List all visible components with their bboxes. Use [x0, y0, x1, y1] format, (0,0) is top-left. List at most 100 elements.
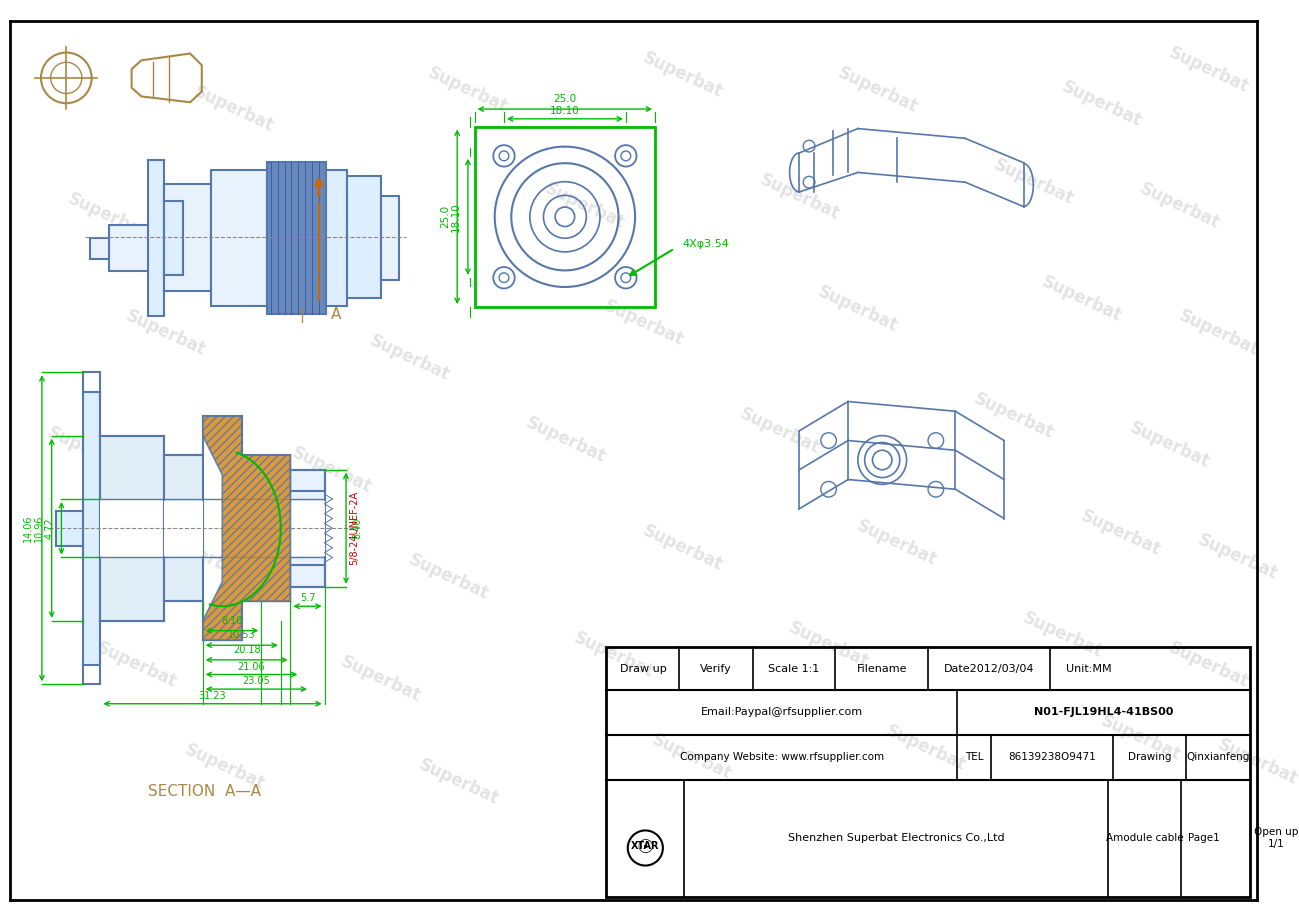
Text: Superbat: Superbat	[883, 721, 969, 774]
Bar	[109, 225, 148, 271]
Text: Superbat: Superbat	[45, 424, 131, 477]
Bar	[164, 501, 203, 555]
Text: Superbat: Superbat	[737, 404, 822, 457]
Bar	[291, 470, 325, 587]
Text: 23.05: 23.05	[243, 676, 270, 686]
Text: Qinxianfeng: Qinxianfeng	[1186, 752, 1250, 763]
Text: 10.53: 10.53	[227, 631, 256, 640]
Text: Superbat: Superbat	[639, 49, 725, 101]
Text: Superbat: Superbat	[1167, 43, 1252, 97]
Text: 86139238O9471: 86139238O9471	[1008, 752, 1096, 763]
Bar	[291, 501, 325, 555]
Text: Superbat: Superbat	[522, 414, 608, 467]
Text: 14.06: 14.06	[23, 515, 34, 542]
Text: ☉: ☉	[637, 838, 655, 857]
Bar	[100, 436, 164, 621]
Text: Superbat: Superbat	[191, 83, 277, 135]
Text: Open up
1/1: Open up 1/1	[1255, 827, 1299, 849]
Text: Email:Paypal@rfsupplier.com: Email:Paypal@rfsupplier.com	[700, 707, 863, 717]
Text: A: A	[331, 308, 342, 322]
Text: Superbat: Superbat	[425, 64, 511, 116]
Bar	[326, 169, 347, 306]
Text: Superbat: Superbat	[853, 517, 939, 569]
Text: 18.10: 18.10	[451, 202, 461, 232]
Text: 25.0: 25.0	[440, 205, 451, 228]
Text: 5.7: 5.7	[300, 593, 316, 603]
Text: Superbat: Superbat	[1128, 419, 1213, 472]
Text: Superbat: Superbat	[572, 629, 657, 682]
Bar	[100, 499, 164, 557]
Text: Superbat: Superbat	[308, 209, 394, 262]
Bar	[347, 176, 381, 298]
Text: 4Xφ3.54: 4Xφ3.54	[682, 239, 729, 249]
Text: 21.06: 21.06	[238, 661, 265, 671]
Text: Scale 1:1: Scale 1:1	[769, 664, 820, 673]
Text: 25.0: 25.0	[553, 94, 577, 104]
Text: XTAR: XTAR	[631, 841, 660, 851]
Bar	[83, 391, 100, 665]
Text: Superbat: Superbat	[366, 332, 452, 384]
Text: Superbat: Superbat	[756, 170, 842, 223]
Text: 20.18: 20.18	[233, 645, 260, 655]
Text: N01-FJL19HL4-41BS00: N01-FJL19HL4-41BS00	[1034, 707, 1173, 717]
Text: Superbat: Superbat	[650, 731, 735, 784]
Bar	[148, 159, 164, 316]
Text: Superbat: Superbat	[94, 638, 179, 691]
Text: Company Website: www.rfsupplier.com: Company Website: www.rfsupplier.com	[679, 752, 883, 763]
Bar	[164, 184, 210, 291]
Text: Superbat: Superbat	[288, 443, 374, 496]
Text: Superbat: Superbat	[1078, 507, 1164, 559]
Text: Superbat: Superbat	[639, 521, 725, 574]
Text: Superbat: Superbat	[990, 156, 1076, 208]
Text: Superbat: Superbat	[1059, 77, 1144, 131]
Text: Superbat: Superbat	[814, 283, 900, 335]
Text: Amodule cable: Amodule cable	[1107, 834, 1183, 844]
Bar	[607, 647, 1250, 897]
Text: Superbat: Superbat	[1137, 181, 1222, 233]
Text: Shenzhen Superbat Electronics Co.,Ltd: Shenzhen Superbat Electronics Co.,Ltd	[788, 834, 1004, 844]
Text: 10.96: 10.96	[34, 515, 44, 542]
Text: SECTION  A—A: SECTION A—A	[148, 784, 261, 799]
Text: TEL: TEL	[965, 752, 983, 763]
Bar	[164, 201, 183, 274]
Text: Superbat: Superbat	[405, 551, 491, 603]
Bar	[381, 196, 399, 280]
Text: Verify: Verify	[700, 664, 731, 673]
Text: Superbat: Superbat	[786, 619, 872, 671]
Polygon shape	[203, 416, 291, 640]
Text: Page1: Page1	[1187, 834, 1220, 844]
Text: Superbat: Superbat	[182, 740, 268, 794]
Text: 5/8-24UNEF-2A: 5/8-24UNEF-2A	[349, 491, 359, 565]
Text: |: |	[299, 307, 304, 322]
Text: Unit:MM: Unit:MM	[1066, 664, 1112, 673]
Text: Superbat: Superbat	[1167, 638, 1252, 691]
Bar	[164, 455, 203, 601]
Bar	[210, 169, 268, 306]
Bar	[56, 511, 83, 546]
Text: Superbat: Superbat	[162, 531, 248, 584]
Text: Drawing: Drawing	[1128, 752, 1172, 763]
Text: Superbat: Superbat	[416, 755, 501, 808]
Text: 31.23: 31.23	[199, 691, 226, 701]
Text: Date2012/03/04: Date2012/03/04	[943, 664, 1034, 673]
Text: Superbat: Superbat	[834, 64, 920, 116]
Text: Superbat: Superbat	[1020, 609, 1105, 662]
Text: Superbat: Superbat	[1195, 531, 1281, 584]
Text: Superbat: Superbat	[1176, 307, 1261, 360]
Text: 8.40: 8.40	[353, 518, 362, 539]
Text: Superbat: Superbat	[600, 297, 686, 350]
Bar	[474, 126, 655, 307]
Text: Superbat: Superbat	[1039, 273, 1125, 325]
Text: 4.72: 4.72	[44, 518, 55, 539]
Text: Superbat: Superbat	[65, 190, 151, 243]
Bar	[268, 162, 326, 314]
Text: 18.10: 18.10	[549, 106, 579, 116]
Text: Filename: Filename	[856, 664, 907, 673]
Text: 8.10: 8.10	[221, 616, 243, 626]
Bar	[90, 238, 109, 259]
Text: Draw up: Draw up	[620, 664, 666, 673]
Text: Superbat: Superbat	[123, 307, 209, 360]
Text: Superbat: Superbat	[338, 653, 423, 705]
Text: Superbat: Superbat	[1098, 711, 1183, 764]
Text: Superbat: Superbat	[542, 181, 627, 233]
